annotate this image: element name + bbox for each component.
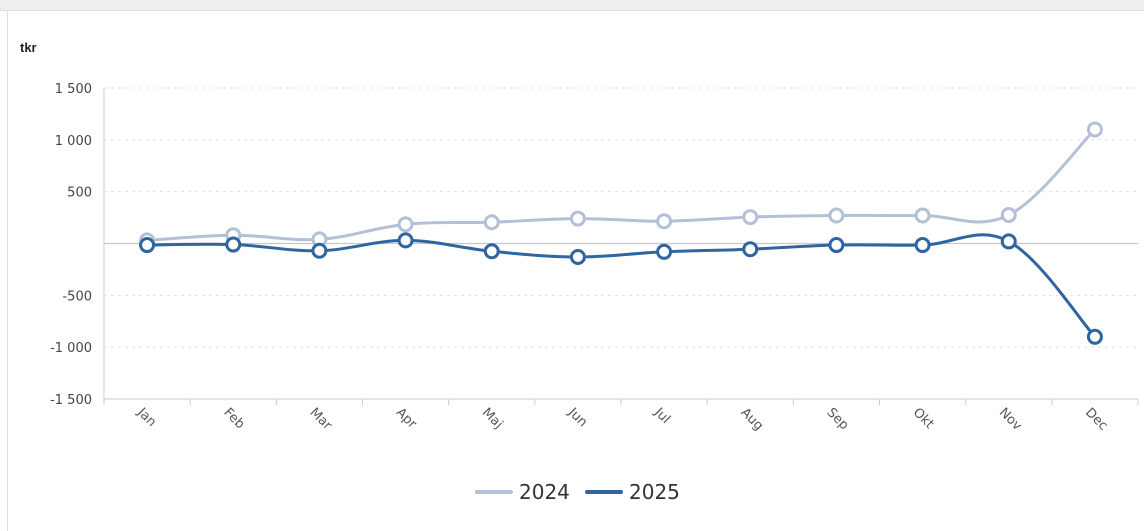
x-axis: Jan Feb Mar Apr Maj Jun Jul Aug Sep Okt Nov Dec xyxy=(103,398,1139,434)
data-point-2025-Okt[interactable] xyxy=(914,237,931,254)
data-point-2024-Aug[interactable] xyxy=(742,209,759,226)
y-axis: 1 500 1 000 500 -500 -1 000 -1 500 xyxy=(50,82,105,408)
grid-lines xyxy=(104,87,1138,348)
x-tick-label: Mar xyxy=(307,405,335,433)
x-tick-label: Dec xyxy=(1082,405,1110,433)
data-point-2025-Maj[interactable] xyxy=(483,243,500,260)
series-layer xyxy=(139,121,1103,345)
panel-header xyxy=(0,0,1144,11)
x-tick-label: Jan xyxy=(134,405,159,430)
x-tick-label: Okt xyxy=(910,405,937,432)
y-tick-label: 500 xyxy=(67,186,92,201)
data-point-2025-Jun[interactable] xyxy=(569,248,586,265)
data-point-2025-Sep[interactable] xyxy=(828,237,845,254)
series-line-2025 xyxy=(145,233,1097,339)
panel-border xyxy=(7,11,8,531)
data-point-2025-Mar[interactable] xyxy=(311,242,328,259)
data-point-2024-Jun[interactable] xyxy=(569,210,586,227)
data-point-2025-Jan[interactable] xyxy=(139,237,156,254)
y-tick-label: -1 500 xyxy=(50,393,92,408)
legend-label: 2025 xyxy=(629,480,680,504)
data-point-2025-Apr[interactable] xyxy=(397,232,414,249)
data-point-2024-Dec[interactable] xyxy=(1086,121,1103,138)
y-tick-label: 1 000 xyxy=(55,134,92,149)
legend: 2024 2025 xyxy=(475,480,680,504)
data-point-2024-Sep[interactable] xyxy=(828,207,845,224)
data-point-2025-Jul[interactable] xyxy=(656,243,673,260)
x-tick-label: Nov xyxy=(996,405,1025,434)
x-tick-label: Sep xyxy=(824,405,852,433)
x-tick-label: Apr xyxy=(393,405,420,432)
data-point-2024-Maj[interactable] xyxy=(483,214,500,231)
x-tick-label: Maj xyxy=(479,405,506,432)
x-tick-label: Feb xyxy=(220,405,247,432)
data-point-2024-Jul[interactable] xyxy=(656,213,673,230)
x-tick-label: Jul xyxy=(651,405,673,427)
series-2025 xyxy=(139,232,1103,345)
legend-item-2024[interactable]: 2024 xyxy=(475,480,570,504)
y-tick-label: 1 500 xyxy=(55,82,92,97)
data-point-2025-Nov[interactable] xyxy=(1000,233,1017,250)
x-tick-label: Jun xyxy=(564,405,590,431)
series-line-2024 xyxy=(145,127,1097,242)
data-point-2025-Feb[interactable] xyxy=(225,236,242,253)
data-point-2025-Dec[interactable] xyxy=(1086,328,1103,345)
data-point-2024-Okt[interactable] xyxy=(914,207,931,224)
data-point-2025-Aug[interactable] xyxy=(742,241,759,258)
x-tick-label: Aug xyxy=(737,405,766,434)
series-2024 xyxy=(139,121,1103,249)
data-point-2024-Apr[interactable] xyxy=(397,216,414,233)
legend-item-2025[interactable]: 2025 xyxy=(585,480,680,504)
legend-label: 2024 xyxy=(519,480,570,504)
y-axis-unit-label: tkr xyxy=(20,40,37,55)
y-tick-label: -500 xyxy=(62,289,92,304)
data-point-2024-Nov[interactable] xyxy=(1000,206,1017,223)
y-tick-label: -1 000 xyxy=(50,341,92,356)
